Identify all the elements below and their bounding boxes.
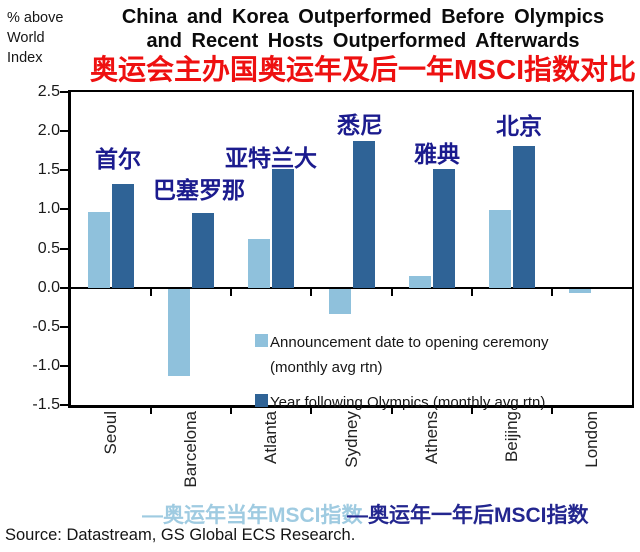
category-label-athens: Athens: [421, 411, 441, 464]
category-label-beijing: Beijing: [501, 411, 521, 463]
y-tick-label: 1.5: [37, 161, 60, 179]
bar-before-sydney: [328, 288, 351, 315]
y-tick-label: -1.5: [32, 396, 60, 413]
legend-label-after: Year following Olympics (monthly avg rtn…: [270, 394, 546, 411]
bar-before-atlanta: [248, 239, 271, 288]
zero-axis-line: [71, 286, 632, 289]
x-axis-tick: [230, 405, 233, 414]
category-label-barcelona: Barcelona: [181, 411, 201, 488]
y-axis-tick: [60, 404, 68, 406]
annotation-barcelona: 巴塞罗那: [153, 177, 245, 203]
legend-label-before-line2: (monthly avg rtn): [270, 359, 383, 376]
legend-label-before: Announcement date to opening ceremony (m…: [268, 330, 549, 380]
bar-after-sydney: [352, 141, 375, 288]
x-axis-tick: [310, 287, 313, 296]
chart-title-block: China and Korea Outperformed Before Olym…: [86, 6, 640, 85]
bar-before-barcelona: [168, 288, 191, 377]
category-label-sydney: Sydney: [341, 411, 361, 468]
plot-area: Announcement date to opening ceremony (m…: [60, 90, 634, 414]
category-label-london: London: [581, 411, 601, 468]
bar-after-athens: [432, 168, 455, 288]
annotation-seoul: 首尔: [95, 146, 141, 172]
bar-after-seoul: [112, 184, 135, 288]
chart-title-line1: China and Korea Outperformed Before Olym…: [121, 6, 605, 28]
caption-olympic-year-msci: —奥运年当年MSCI指数: [142, 504, 363, 527]
annotation-sydney: 悉尼: [337, 112, 383, 138]
y-axis-tick: [60, 247, 68, 250]
category-label-seoul: Seoul: [101, 411, 121, 455]
x-axis-tick: [550, 287, 553, 296]
y-tick-label: -0.5: [32, 317, 60, 335]
x-axis-tick: [470, 287, 473, 296]
x-axis-tick: [150, 405, 153, 414]
source-note: Source: Datastream, GS Global ECS Resear…: [5, 526, 356, 544]
bar-after-atlanta: [272, 169, 295, 288]
annotation-athens: 雅典: [414, 141, 460, 167]
y-axis-tick: [60, 286, 68, 289]
y-tick-label: 0.5: [37, 239, 60, 257]
x-axis-tick: [310, 405, 313, 414]
legend-label-before-line1: Announcement date to opening ceremony: [270, 334, 549, 351]
y-tick-label: 2.5: [37, 83, 60, 100]
bar-after-barcelona: [192, 213, 215, 288]
y-axis-tick: [60, 325, 68, 328]
y-axis-tick: [60, 91, 68, 93]
legend-swatch-after: [255, 394, 268, 407]
annotation-beijing: 北京: [496, 113, 542, 139]
bar-before-athens: [408, 275, 431, 288]
y-axis-tick: [60, 169, 68, 172]
bar-before-seoul: [88, 211, 111, 288]
annotation-atlanta: 亚特兰大: [225, 145, 317, 171]
y-tick-label: -1.0: [32, 356, 60, 374]
caption-year-after-msci: —奥运年一年后MSCI指数: [347, 504, 589, 527]
legend: Announcement date to opening ceremony (m…: [255, 330, 549, 425]
y-tick-label: 2.0: [37, 122, 60, 140]
x-axis-tick: [150, 287, 153, 296]
category-label-atlanta: Atlanta: [261, 411, 281, 464]
x-axis-tick: [390, 287, 393, 296]
chart-subtitle-chinese: 奥运会主办国奥运年及后一年MSCI指数对比: [89, 54, 636, 85]
y-axis-unit-label: % above World Index: [7, 10, 64, 66]
chart-title-line2: and Recent Hosts Outperformed Afterwards: [146, 29, 580, 52]
x-axis-tick: [470, 405, 473, 414]
y-axis-tick: [60, 364, 68, 367]
y-tick-label: 0.0: [37, 278, 60, 296]
bar-before-london: [568, 288, 591, 294]
legend-swatch-before: [255, 334, 268, 347]
bar-after-beijing: [512, 145, 535, 288]
y-axis-tick: [60, 130, 68, 133]
y-tick-label: 1.0: [37, 200, 60, 218]
legend-item-before: Announcement date to opening ceremony (m…: [255, 330, 549, 380]
x-axis-tick: [550, 405, 553, 414]
x-axis-tick: [230, 287, 233, 296]
legend-item-after: Year following Olympics (monthly avg rtn…: [255, 390, 549, 415]
x-axis-tick: [390, 405, 393, 414]
bar-before-beijing: [488, 210, 511, 288]
y-axis-tick: [60, 208, 68, 211]
